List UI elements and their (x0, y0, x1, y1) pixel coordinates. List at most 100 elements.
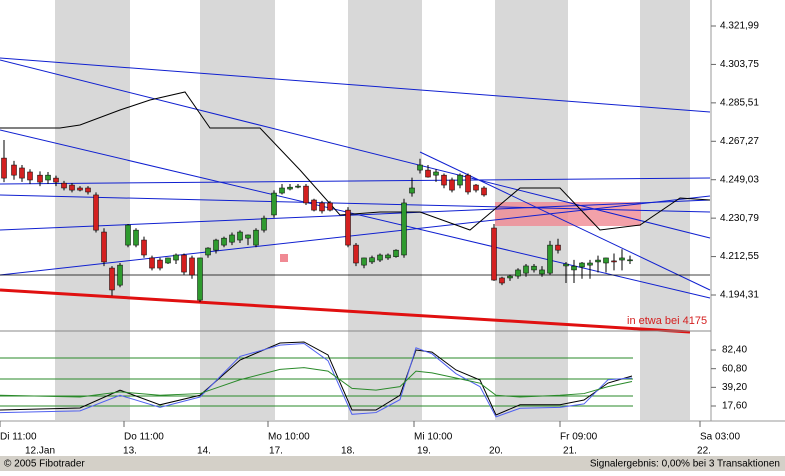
x-tick-label: 18. (341, 446, 355, 457)
candle-body (125, 224, 131, 246)
x-tick-label: 17. (269, 446, 283, 457)
candle-body (205, 247, 211, 256)
indicator-line (0, 91, 711, 231)
candle-body (279, 187, 285, 194)
y-tick-label: 4.321,99 (720, 21, 759, 32)
candle-body (627, 259, 633, 262)
y-tick-label: 4.267,27 (720, 136, 759, 147)
x-tick-label: 12.Jan (25, 446, 55, 457)
x-tick-label: 13. (123, 446, 137, 457)
candle-body (449, 179, 455, 191)
candle-body (133, 229, 139, 246)
candle-body (261, 217, 267, 231)
candle-body (401, 202, 407, 256)
candle-body (499, 277, 505, 284)
trend-line (0, 195, 711, 276)
y-tick-label: 17,60 (722, 401, 747, 412)
candle-body (165, 257, 171, 264)
candle-body (353, 244, 359, 264)
candle-body (253, 229, 259, 246)
candle-body (237, 231, 243, 241)
y-tick-label: 39,20 (722, 382, 747, 393)
candle-body (19, 167, 25, 179)
candle-body (287, 186, 293, 190)
candle-body (491, 227, 497, 281)
candle-body (173, 254, 179, 261)
candle-body (149, 257, 155, 269)
band (640, 0, 690, 420)
candle-body (141, 239, 147, 256)
x-tick-label: Mo 10:00 (268, 432, 310, 443)
osc-line (0, 342, 633, 418)
candle-body (393, 249, 399, 257)
candle-body (571, 265, 577, 271)
candle-body (27, 171, 33, 181)
candle-body (361, 257, 367, 266)
x-tick-label: Sa 03:00 (700, 432, 740, 443)
footer-right: Signalergebnis: 0,00% bei 3 Transaktione… (590, 459, 780, 470)
candle-body (311, 199, 317, 211)
trend-line (0, 59, 711, 239)
candle-body (385, 254, 391, 259)
candle-body (595, 259, 601, 263)
candle-body (587, 262, 593, 266)
candle-body (555, 244, 561, 251)
candle-body (369, 257, 375, 263)
candle-body (295, 185, 301, 188)
candle-body (457, 174, 463, 186)
candle-body (45, 174, 51, 181)
y-tick-label: 4.230,79 (720, 213, 759, 224)
candle-body (547, 244, 553, 274)
x-tick-label: Fr 09:00 (560, 432, 598, 443)
candle-body (345, 209, 351, 246)
x-tick-label: Mi 10:00 (414, 432, 453, 443)
y-tick-label: 4.285,51 (720, 97, 759, 108)
trend-line (0, 199, 711, 231)
candle-body (319, 202, 325, 212)
candle-body (181, 254, 187, 273)
candle-body (563, 263, 569, 267)
band (55, 0, 130, 420)
annotation: in etwa bei 4175 (627, 315, 707, 327)
candle-body (473, 184, 479, 191)
candle-body (117, 264, 123, 286)
candle-body (303, 185, 309, 204)
candle-body (507, 275, 513, 279)
x-tick-label: 19. (417, 446, 431, 457)
candle-body (69, 184, 75, 191)
trend-line (0, 57, 711, 113)
candle-body (93, 194, 99, 231)
x-tick-label: Do 11:00 (124, 432, 164, 443)
candle-body (611, 260, 617, 263)
y-tick-label: 4.212,55 (720, 251, 759, 262)
candle-body (327, 202, 333, 211)
candle-body (271, 192, 277, 216)
x-tick-label: 20. (489, 446, 503, 457)
y-tick-label: 4.303,75 (720, 59, 759, 70)
band (200, 0, 275, 420)
candle-body (157, 259, 163, 269)
band (348, 0, 422, 420)
candle-body (425, 169, 431, 178)
candle-body (77, 187, 83, 191)
candle-body (85, 187, 91, 193)
y-tick-label: 4.194,31 (720, 290, 759, 301)
candle-body (53, 177, 59, 183)
candle-body (417, 164, 423, 171)
candle-body (579, 262, 585, 268)
osc-line (0, 367, 633, 398)
trend-line (0, 177, 711, 185)
y-tick-label: 82,40 (722, 345, 747, 356)
trend-lines (0, 57, 711, 299)
candle-body (37, 174, 43, 183)
x-tick-label: 21. (563, 446, 577, 457)
candle-body (11, 164, 17, 176)
candle-body (61, 182, 67, 189)
footer-left: © 2005 Fibotrader (4, 459, 85, 470)
candle-body (433, 171, 439, 176)
candle-body (377, 254, 383, 261)
candle-body (101, 231, 107, 263)
osc-line (0, 341, 633, 416)
